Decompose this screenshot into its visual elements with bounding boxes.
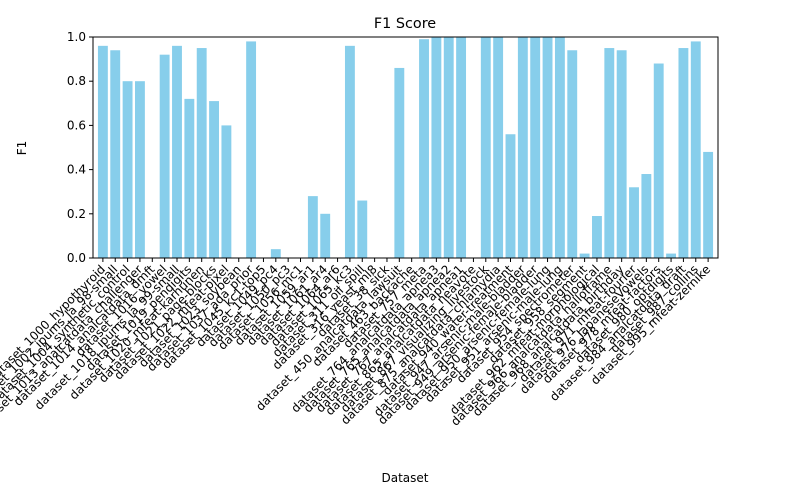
bar bbox=[134, 81, 145, 258]
bar bbox=[666, 253, 677, 258]
bar bbox=[159, 54, 170, 259]
bar bbox=[480, 37, 491, 258]
bar bbox=[554, 37, 565, 258]
bar bbox=[678, 48, 689, 258]
bar bbox=[592, 216, 602, 258]
bar bbox=[307, 196, 318, 258]
bar bbox=[530, 37, 541, 258]
bar bbox=[542, 37, 553, 258]
bar bbox=[344, 45, 355, 259]
x-axis-label: Dataset bbox=[382, 471, 429, 485]
bar bbox=[703, 151, 714, 258]
bar bbox=[209, 101, 219, 258]
bar bbox=[431, 37, 442, 258]
bar bbox=[629, 187, 639, 258]
chart-title: F1 Score bbox=[374, 16, 436, 32]
y-axis-label: F1 bbox=[15, 141, 29, 156]
bar bbox=[246, 41, 257, 258]
bar bbox=[122, 81, 133, 258]
bar bbox=[110, 50, 121, 259]
y-tick-label: 0.6 bbox=[67, 118, 86, 132]
bar bbox=[419, 39, 429, 259]
bar bbox=[196, 48, 207, 258]
bar bbox=[184, 98, 195, 258]
y-tick-label: 0.0 bbox=[67, 251, 86, 265]
bar bbox=[653, 63, 664, 258]
bar bbox=[97, 45, 108, 259]
bar bbox=[456, 37, 467, 258]
bar bbox=[616, 50, 627, 259]
y-tick-label: 1.0 bbox=[67, 30, 86, 44]
bar bbox=[320, 213, 331, 258]
plot-frame bbox=[92, 36, 719, 259]
bar bbox=[394, 67, 405, 258]
y-tick-label: 0.4 bbox=[67, 163, 86, 177]
bar bbox=[579, 253, 590, 258]
y-tick-label: 0.8 bbox=[67, 74, 86, 88]
bar bbox=[690, 41, 701, 258]
y-tick-label: 0.2 bbox=[67, 207, 86, 221]
bar bbox=[517, 37, 528, 258]
bar bbox=[567, 50, 578, 259]
bar bbox=[493, 37, 504, 258]
bar bbox=[443, 37, 454, 258]
bar bbox=[357, 200, 368, 258]
bar bbox=[641, 174, 652, 258]
bar bbox=[270, 249, 281, 258]
bar bbox=[505, 134, 516, 258]
bar bbox=[221, 125, 232, 259]
bar bbox=[604, 48, 615, 258]
bar bbox=[172, 45, 182, 259]
